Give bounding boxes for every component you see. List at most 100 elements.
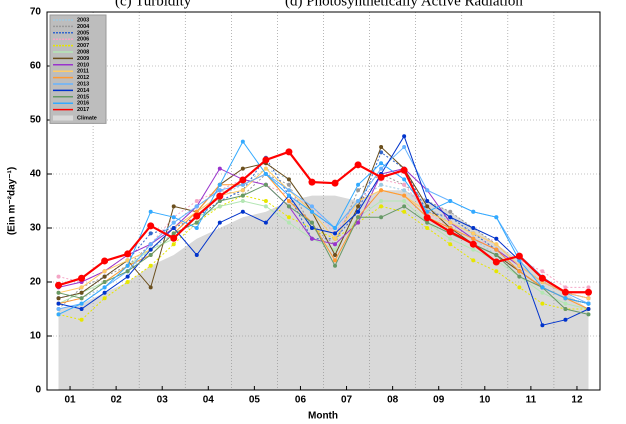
x-tick-label: 08	[387, 395, 399, 406]
data-point	[448, 199, 453, 203]
data-point	[263, 199, 268, 203]
climate-area	[58, 190, 589, 390]
data-point	[333, 242, 338, 247]
data-point	[471, 231, 476, 236]
data-point	[377, 173, 385, 181]
data-point	[540, 290, 545, 295]
data-point	[494, 253, 499, 257]
data-point	[239, 176, 247, 184]
data-point	[402, 145, 407, 149]
data-point	[171, 226, 176, 230]
data-point	[194, 226, 199, 230]
data-point	[494, 215, 499, 220]
data-point	[217, 204, 222, 209]
data-point	[517, 285, 522, 290]
data-point	[494, 269, 499, 274]
data-point	[194, 199, 199, 203]
data-point	[194, 204, 199, 209]
data-point	[124, 250, 132, 258]
data-point	[563, 317, 568, 322]
data-point	[471, 236, 476, 241]
data-point	[379, 215, 384, 220]
data-point	[194, 220, 199, 225]
data-point	[125, 280, 130, 284]
data-point	[333, 247, 338, 252]
data-point	[425, 199, 430, 203]
data-point	[285, 148, 293, 156]
data-point	[194, 253, 199, 257]
data-point	[240, 199, 245, 203]
data-point	[448, 236, 453, 241]
legend-label: 2017	[77, 107, 89, 113]
series-line	[58, 195, 589, 321]
data-point	[586, 307, 591, 311]
data-point	[333, 226, 338, 230]
data-point	[448, 215, 453, 220]
data-point	[147, 222, 155, 230]
data-point	[263, 166, 268, 171]
data-point	[517, 269, 522, 274]
series-line	[58, 173, 589, 310]
data-point	[101, 257, 109, 265]
legend-label: 2004	[77, 24, 90, 30]
data-point	[56, 301, 61, 306]
data-point	[379, 204, 384, 209]
data-point	[402, 182, 407, 187]
data-point	[148, 209, 153, 214]
data-point	[262, 156, 270, 164]
data-point	[425, 204, 430, 209]
data-point	[331, 179, 339, 187]
data-point	[309, 236, 314, 241]
data-point	[56, 290, 61, 295]
data-point	[217, 188, 222, 193]
data-point	[471, 226, 476, 230]
x-tick-label: 04	[203, 395, 215, 406]
legend-label: 2011	[77, 69, 89, 75]
data-point	[586, 312, 591, 317]
legend-label: 2009	[77, 56, 89, 62]
data-point	[79, 317, 84, 322]
data-point	[240, 188, 245, 193]
data-point	[425, 209, 430, 214]
data-point	[286, 177, 291, 182]
data-point	[402, 177, 407, 182]
data-point	[540, 269, 545, 274]
data-point	[309, 204, 314, 209]
data-point	[584, 288, 592, 296]
data-point	[586, 301, 591, 306]
data-point	[79, 296, 84, 301]
data-point	[148, 242, 153, 247]
panel-title: (d) Photosynthetically Active Radiation	[285, 0, 523, 9]
x-axis-label: Month	[308, 411, 338, 422]
data-point	[309, 226, 314, 230]
data-point	[471, 209, 476, 214]
data-point	[170, 234, 178, 242]
x-tick-label: 12	[571, 395, 583, 406]
data-point	[148, 285, 153, 290]
data-point	[333, 263, 338, 268]
y-tick-label: 60	[30, 61, 42, 72]
data-point	[471, 258, 476, 263]
data-point	[354, 161, 362, 169]
data-point	[125, 274, 130, 279]
data-point	[379, 199, 384, 203]
data-point	[586, 285, 591, 290]
data-point	[240, 182, 245, 187]
legend-swatch	[53, 115, 73, 121]
data-point	[240, 139, 245, 144]
data-point	[494, 247, 499, 252]
data-point	[494, 242, 499, 247]
series-line	[58, 173, 589, 310]
data-point	[333, 231, 338, 236]
data-point	[263, 220, 268, 225]
legend-label: 2013	[77, 81, 89, 87]
data-point	[402, 188, 407, 193]
x-tick-label: 06	[295, 395, 307, 406]
data-point	[425, 220, 430, 225]
data-point	[286, 204, 291, 209]
data-point	[563, 296, 568, 301]
data-point	[492, 258, 500, 266]
data-point	[423, 214, 431, 222]
legend-label: Climate	[77, 115, 97, 121]
